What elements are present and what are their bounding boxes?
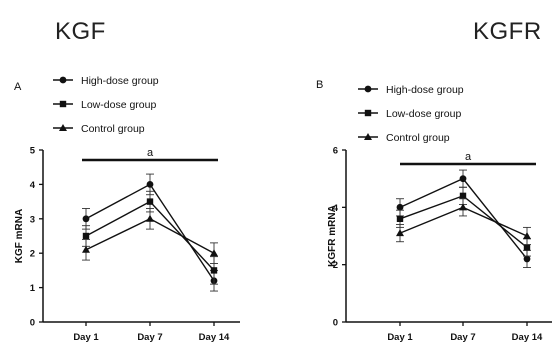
chart-2-series-2-line [399, 195, 528, 249]
chart-2-legend-label-1: High-dose group [386, 84, 464, 96]
chart-1-y-tick-label-0: 0 [30, 318, 35, 329]
chart-1-legend-label-1: High-dose group [81, 75, 159, 87]
chart-2-series-1-point-0 [396, 203, 404, 211]
chart-1-y-axis-label: KGF mRNA [14, 209, 25, 263]
chart-1-series-2-point-0 [82, 232, 90, 240]
chart-title-kgfr: KGFR [473, 18, 542, 45]
chart-2-y-tick-label-0: 0 [333, 318, 338, 329]
chart-1-y-tick-label-1: 1 [30, 283, 36, 294]
chart-2-legend-marker-3 [364, 133, 372, 140]
chart-1-series-1-point-0 [82, 215, 90, 223]
chart-1-significance-label: a [147, 147, 154, 159]
chart-2-series-2-point-0 [396, 215, 404, 222]
chart-2-series-3-point-0 [396, 229, 404, 237]
chart-1-x-tick-label-1: Day 7 [137, 332, 162, 343]
chart-2-legend-marker-1 [364, 85, 372, 93]
chart-2-series-1-point-2 [523, 255, 531, 263]
chart-1-x-tick-label-0: Day 1 [73, 332, 99, 343]
chart-2-y-axis-label: KGFR mRNA [327, 205, 338, 267]
chart-2-panel-label: B [316, 79, 323, 91]
chart-1-legend-label-2: Low-dose group [81, 99, 156, 111]
chart-2-legend-label-2: Low-dose group [386, 108, 461, 120]
chart-2-series-1-point-1 [459, 175, 467, 183]
chart-1-series-1-point-1 [146, 181, 154, 188]
chart-1-y-tick-label-3: 3 [30, 214, 35, 225]
chart-2-y-tick-label-3: 6 [333, 146, 338, 157]
chart-2-series-3-point-1 [459, 203, 467, 211]
chart-1-series-3-point-0 [82, 245, 90, 253]
chart-1-series-2-point-2 [210, 267, 218, 274]
chart-title-kgf: KGF [55, 18, 106, 45]
chart-1-y-tick-label-4: 4 [30, 180, 36, 191]
chart-2-y-tick-label-2: 4 [333, 203, 339, 214]
chart-2-significance-label: a [465, 151, 472, 163]
chart-2-y-tick-label-1: 2 [333, 260, 338, 271]
chart-1-legend-marker-2 [59, 100, 67, 108]
chart-2-series-2-point-1 [459, 192, 467, 200]
chart-2-series-1-line [399, 177, 528, 260]
chart-1-series-3-point-2 [210, 249, 218, 257]
chart-2-legend-label-3: Control group [386, 132, 450, 144]
chart-1-y-tick-label-5: 5 [30, 146, 36, 157]
chart-1-legend-label-3: Control group [81, 123, 145, 135]
chart-1-panel-label: A [14, 81, 22, 93]
chart-2-x-tick-label-1: Day 7 [450, 332, 475, 343]
chart-2-series-3-point-2 [523, 232, 531, 239]
chart-1-y-tick-label-2: 2 [30, 249, 35, 260]
chart-1-series-2-point-1 [146, 198, 154, 205]
chart-1-x-tick-label-2: Day 14 [199, 332, 230, 343]
chart-1-legend-marker-1 [59, 76, 67, 84]
chart-2-x-tick-label-0: Day 1 [387, 332, 413, 343]
chart-1-legend-marker-3 [59, 124, 67, 131]
chart-2-x-tick-label-2: Day 14 [512, 332, 543, 343]
chart-2-series-2-point-2 [523, 244, 531, 251]
chart-1-series-3-point-1 [146, 214, 154, 222]
chart-2-legend-marker-2 [364, 109, 372, 117]
